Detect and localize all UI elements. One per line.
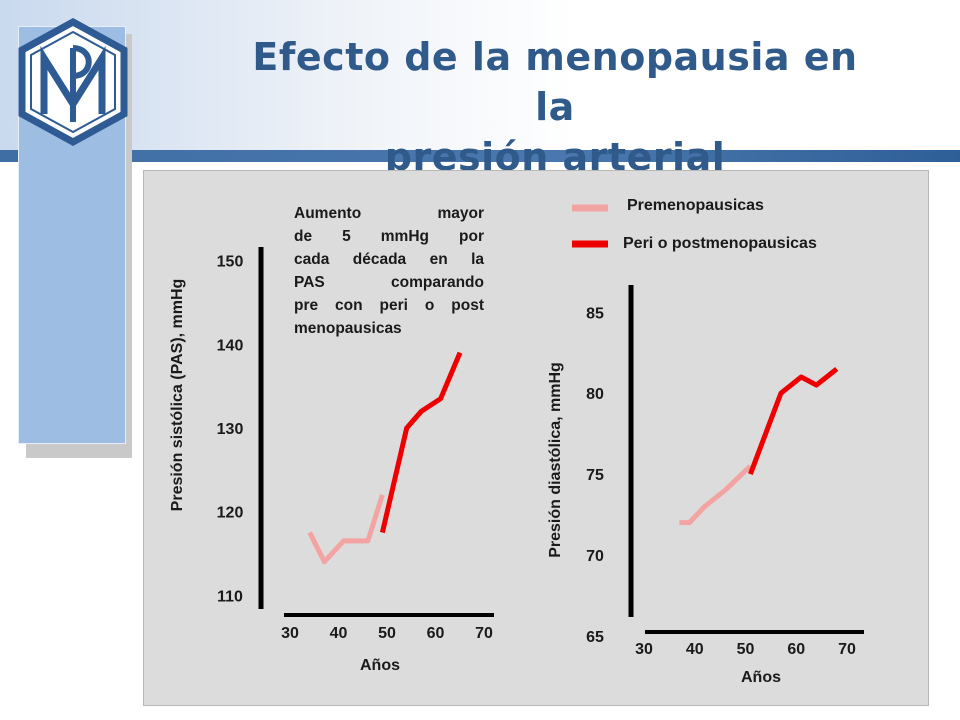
annotation-line: Aumento mayor — [294, 205, 484, 222]
dbp-premenopausal-line — [679, 464, 753, 526]
legend-pre-label: Premenopausicas — [627, 197, 764, 214]
annotation-line: PAS comparando — [294, 274, 484, 291]
title-line-1: Efecto de la menopausia en la — [252, 35, 858, 129]
dbp-y-tick-label: 65 — [586, 629, 604, 646]
chi-rho-logo-icon — [18, 18, 128, 146]
dbp-x-tick-label: 40 — [686, 641, 704, 658]
dbp-y-tick-label: 85 — [586, 305, 604, 322]
sbp-postmenopausal-line — [379, 351, 463, 534]
dbp-x-tick-label: 70 — [838, 641, 856, 658]
sbp-y-axis-label: Presión sistólica (PAS), mmHg — [169, 279, 186, 512]
header-stripe — [0, 150, 960, 162]
sbp-x-tick-label: 50 — [378, 625, 396, 642]
legend-post-label: Peri o postmenopausicas — [623, 235, 817, 252]
sbp-y-tick-label: 120 — [217, 505, 244, 522]
dbp-y-tick-label: 80 — [586, 386, 604, 403]
sbp-x-tick-label: 30 — [281, 625, 299, 642]
sbp-x-axis-label: Años — [360, 657, 400, 674]
sbp-y-tick-label: 110 — [217, 588, 243, 605]
annotation-line: menopausicas — [294, 320, 402, 337]
sbp-y-tick-label: 130 — [217, 421, 244, 438]
sbp-x-tick-label: 40 — [330, 625, 348, 642]
sbp-x-tick-label: 70 — [475, 625, 493, 642]
dbp-y-tick-label: 75 — [586, 467, 604, 484]
annotation-line: cada década en la — [294, 251, 484, 268]
dbp-x-tick-label: 30 — [635, 641, 653, 658]
sbp-y-tick-label: 150 — [217, 254, 244, 271]
dbp-x-axis-label: Años — [741, 669, 781, 686]
sbp-y-tick-label: 140 — [217, 337, 244, 354]
sbp-x-tick-label: 60 — [427, 625, 445, 642]
dbp-y-axis-label: Presión diastólica, mmHg — [547, 362, 564, 558]
chart-panel — [143, 170, 929, 706]
annotation-text: Aumento mayor de 5 mmHg por cada década … — [294, 202, 484, 340]
annotation-line: pre con peri o post — [294, 297, 484, 314]
dbp-x-tick-label: 60 — [787, 641, 805, 658]
sbp-premenopausal-line — [307, 494, 385, 565]
header-background — [0, 0, 960, 150]
annotation-line: de 5 mmHg por — [294, 228, 484, 245]
dbp-postmenopausal-line — [748, 367, 839, 475]
dbp-x-tick-label: 50 — [737, 641, 755, 658]
dbp-y-tick-label: 70 — [586, 548, 604, 565]
